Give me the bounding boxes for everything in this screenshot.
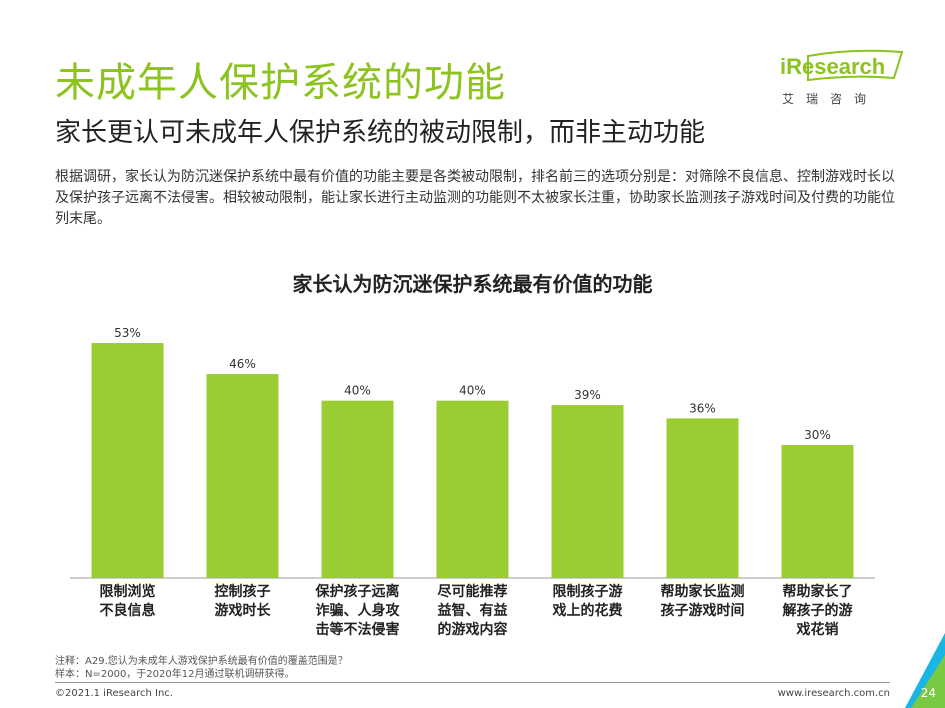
bar-5 (551, 405, 624, 578)
category-label-line: 帮助家长监测 (660, 584, 745, 600)
bar-3 (321, 400, 394, 578)
category-label-line: 孩子游戏时间 (660, 603, 745, 619)
category-label-2: 控制孩子 游戏时长 (187, 583, 299, 621)
category-label-line: 保护孩子远离 (315, 584, 400, 600)
corner-decoration (905, 633, 945, 708)
bar-value-label-3: 40% (344, 384, 371, 398)
logo-wordmark: iResearch (780, 54, 886, 79)
note-question: 注释：A29.您认为未成年人游戏保护系统最有价值的覆盖范围是？ (55, 656, 348, 667)
category-label-line: 控制孩子 (214, 584, 271, 600)
bar-2 (206, 374, 279, 578)
category-label-1: 限制浏览 不良信息 (72, 583, 184, 621)
category-label-line: 尽可能推荐 (437, 584, 508, 600)
bar-chart: 53% 46% 40% 40% 39% 36% 30% (70, 326, 875, 579)
bar-value-label-5: 39% (574, 388, 601, 402)
category-label-line: 限制孩子游 (552, 584, 623, 600)
notes: 注释：A29.您认为未成年人游戏保护系统最有价值的覆盖范围是？ 样本：N=200… (55, 655, 348, 681)
category-label-3: 保护孩子远离 诈骗、人身攻 击等不法侵害 (302, 583, 414, 640)
category-label-line: 限制浏览 (99, 584, 156, 600)
bar-value-label-4: 40% (459, 384, 486, 398)
category-label-line: 诈骗、人身攻 (315, 603, 400, 619)
category-label-line: 益智、有益 (437, 603, 508, 619)
copyright: ©2021.1 iResearch Inc. (55, 688, 173, 699)
category-label-line: 戏花销 (796, 622, 839, 638)
bar-value-label-6: 36% (689, 401, 716, 415)
category-label-4: 尽可能推荐益智、有益的游戏内容 (417, 583, 529, 640)
bar-value-label-7: 30% (804, 428, 831, 442)
category-label-7: 帮助家长了解孩子的游戏花销 (762, 583, 874, 640)
intro-paragraph: 根据调研，家长认为防沉迷保护系统中最有价值的功能主要是各类被动限制，排名前三的选… (55, 169, 895, 227)
page-title: 未成年人保护系统的功能 (55, 60, 506, 106)
iresearch-logo-icon (807, 49, 904, 82)
bar-7 (781, 445, 854, 578)
page-subtitle: 家长更认可未成年人保护系统的被动限制，而非主动功能 (55, 118, 706, 148)
category-label-line: 不良信息 (99, 603, 156, 619)
website-link[interactable]: www.iresearch.com.cn (777, 688, 890, 699)
bar-4 (436, 400, 509, 578)
bar-1 (91, 343, 164, 578)
category-label-line: 戏上的花费 (552, 603, 623, 619)
category-label-6: 帮助家长监测 孩子游戏时间 (647, 583, 759, 621)
chart-title: 家长认为防沉迷保护系统最有价值的功能 (292, 272, 653, 296)
category-label-line: 的游戏内容 (437, 622, 508, 638)
iresearch-logo: iResearch 艾瑞咨询 (780, 48, 905, 110)
bar-value-label-1: 53% (114, 326, 141, 340)
footer-divider (55, 682, 890, 683)
category-label-line: 解孩子的游 (782, 603, 853, 619)
category-label-line: 击等不法侵害 (315, 622, 400, 638)
category-label-line: 帮助家长了 (782, 584, 853, 600)
logo-chinese-name: 艾瑞咨询 (782, 92, 879, 106)
page-number: 24 (920, 686, 936, 700)
category-label-line: 游戏时长 (214, 603, 271, 619)
category-label-5: 限制孩子游戏上的花费 (532, 583, 644, 621)
bar-6 (666, 418, 739, 578)
bar-value-label-2: 46% (229, 357, 256, 371)
note-sample: 样本：N=2000，于2020年12月通过联机调研获得。 (55, 669, 295, 680)
